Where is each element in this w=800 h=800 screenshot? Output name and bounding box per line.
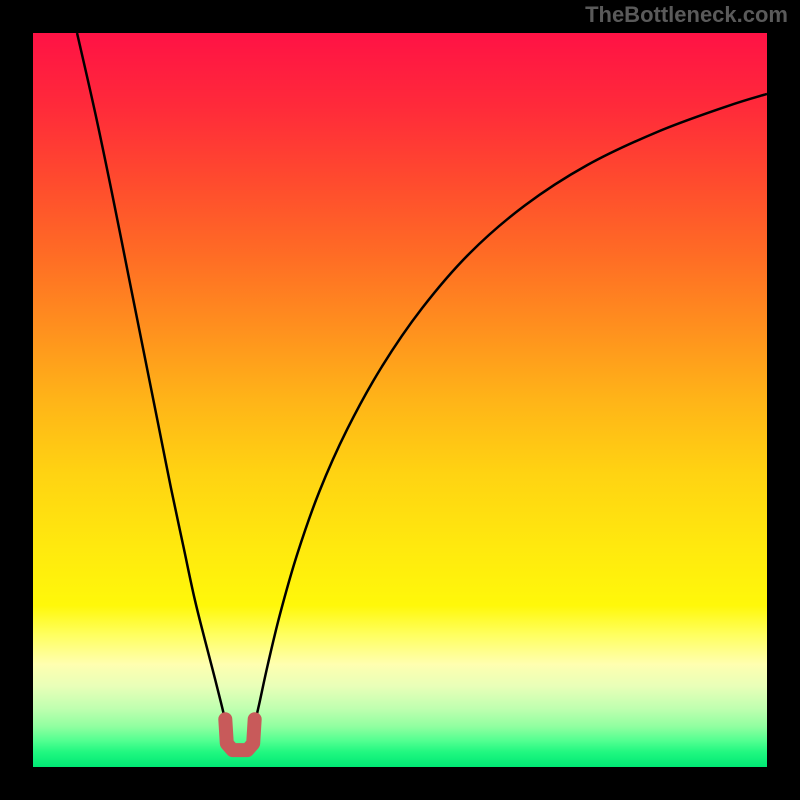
chart-container: TheBottleneck.com [0,0,800,800]
gradient-plot-area [33,33,767,767]
watermark-text: TheBottleneck.com [585,2,788,28]
